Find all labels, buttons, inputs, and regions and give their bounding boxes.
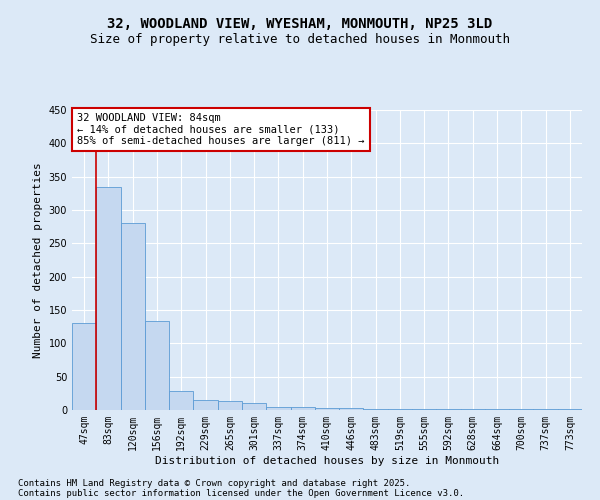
- Bar: [145, 322, 169, 410]
- Bar: [121, 224, 145, 410]
- Bar: [72, 324, 96, 410]
- Text: 32, WOODLAND VIEW, WYESHAM, MONMOUTH, NP25 3LD: 32, WOODLAND VIEW, WYESHAM, MONMOUTH, NP…: [107, 18, 493, 32]
- Text: Size of property relative to detached houses in Monmouth: Size of property relative to detached ho…: [90, 32, 510, 46]
- Bar: [290, 406, 315, 410]
- Bar: [266, 406, 290, 410]
- X-axis label: Distribution of detached houses by size in Monmouth: Distribution of detached houses by size …: [155, 456, 499, 466]
- Bar: [242, 404, 266, 410]
- Text: Contains public sector information licensed under the Open Government Licence v3: Contains public sector information licen…: [18, 488, 464, 498]
- Bar: [436, 408, 461, 410]
- Y-axis label: Number of detached properties: Number of detached properties: [33, 162, 43, 358]
- Bar: [339, 408, 364, 410]
- Bar: [218, 402, 242, 410]
- Bar: [169, 392, 193, 410]
- Text: Contains HM Land Registry data © Crown copyright and database right 2025.: Contains HM Land Registry data © Crown c…: [18, 478, 410, 488]
- Bar: [96, 186, 121, 410]
- Bar: [315, 408, 339, 410]
- Text: 32 WOODLAND VIEW: 84sqm
← 14% of detached houses are smaller (133)
85% of semi-d: 32 WOODLAND VIEW: 84sqm ← 14% of detache…: [77, 113, 365, 146]
- Bar: [193, 400, 218, 410]
